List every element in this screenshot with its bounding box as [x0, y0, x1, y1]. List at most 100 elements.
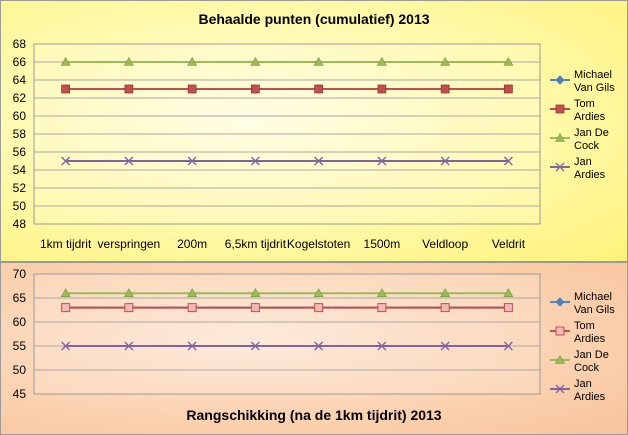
data-point	[440, 156, 450, 166]
data-point	[440, 288, 451, 297]
y-tick-label: 54	[13, 163, 27, 177]
legend-marker	[555, 326, 565, 336]
y-tick-label: 60	[13, 315, 27, 329]
y-tick-label: 70	[13, 267, 27, 281]
data-point	[440, 84, 450, 94]
data-point	[314, 341, 324, 351]
legend-item: Jan De Cock	[550, 349, 609, 374]
data-point	[503, 56, 514, 66]
data-point	[61, 341, 71, 351]
data-point	[376, 288, 387, 297]
data-point	[187, 303, 197, 313]
legend: Michael Van Gils Tom Ardies Jan De Cock Jan Ard…	[550, 291, 615, 403]
series-jan-de-cock	[60, 56, 514, 66]
data-point	[250, 156, 260, 166]
y-axis-ticks: 45 50 55 60 65 70	[13, 267, 27, 401]
y-tick-label: 65	[13, 291, 27, 305]
legend-label: Tom Ardies	[574, 320, 606, 345]
chart-title: Rangschikking (na de 1km tijdrit) 2013	[186, 407, 441, 423]
legend-label: Jan De Cock	[574, 127, 609, 152]
y-tick-label: 62	[13, 91, 27, 105]
legend-label: Michael Van Gils	[574, 69, 615, 94]
y-tick-label: 52	[13, 181, 27, 195]
legend-marker	[555, 162, 565, 172]
x-tick-label: Veldloop	[422, 237, 468, 251]
series-jan-de-cock	[60, 288, 514, 297]
series-tom-ardies	[61, 303, 513, 313]
data-point	[251, 84, 260, 94]
data-point	[123, 56, 134, 66]
data-point	[124, 156, 134, 166]
chart-ranking: 45 50 55 60 65 70 Rangschikking (na de 1km ti…	[13, 267, 616, 423]
series-jan-ardies	[61, 156, 513, 166]
data-point	[313, 288, 324, 297]
y-tick-label: 58	[13, 127, 27, 141]
data-point	[187, 84, 197, 94]
legend-item: Michael Van Gils	[550, 69, 615, 94]
data-point	[503, 288, 514, 297]
y-tick-label: 55	[13, 339, 27, 353]
y-tick-label: 60	[13, 109, 27, 123]
data-point	[503, 156, 513, 166]
data-point	[60, 56, 71, 66]
data-point	[376, 56, 387, 66]
chart-cumulative-points: 48 50 52 54 56 58 60 62 64 66 68 1km tijdrit verspr…	[13, 11, 616, 251]
x-tick-label: Kogelstoten	[287, 237, 350, 251]
data-point	[377, 156, 387, 166]
series-jan-ardies	[61, 341, 513, 351]
data-point	[187, 156, 197, 166]
legend-item: Jan Ardies	[550, 156, 606, 181]
y-tick-label: 48	[13, 217, 27, 231]
data-point	[250, 56, 261, 66]
y-tick-label: 50	[13, 199, 27, 213]
data-point	[61, 84, 70, 94]
y-tick-label: 64	[13, 73, 27, 87]
data-point	[314, 156, 324, 166]
y-tick-label: 50	[13, 363, 27, 377]
data-point	[440, 303, 450, 313]
data-point	[250, 288, 261, 297]
legend-marker	[554, 354, 566, 364]
legend-marker	[555, 75, 565, 85]
chart-panel-bottom	[0, 262, 628, 435]
data-point	[504, 84, 513, 94]
data-point	[124, 341, 134, 351]
data-point	[187, 56, 198, 66]
x-tick-label: 200m	[177, 237, 207, 251]
data-point	[503, 303, 513, 313]
y-axis-ticks: 48 50 52 54 56 58 60 62 64 66 68	[13, 37, 27, 231]
y-tick-label: 56	[13, 145, 27, 159]
series-group	[60, 56, 514, 166]
legend-item: Tom Ardies	[550, 98, 606, 123]
data-point	[123, 288, 134, 297]
data-point	[503, 341, 513, 351]
legend-marker	[555, 384, 565, 394]
data-point	[250, 303, 260, 313]
data-point	[314, 303, 324, 313]
data-point	[314, 84, 323, 94]
legend-item: Michael Van Gils	[550, 291, 615, 316]
data-point	[61, 156, 71, 166]
x-tick-label: 6,5km tijdrit	[225, 237, 287, 251]
y-tick-label: 66	[13, 55, 27, 69]
x-tick-label: 1km tijdrit	[40, 237, 92, 251]
data-point	[440, 341, 450, 351]
legend-label: Jan De Cock	[574, 349, 609, 374]
legend-item: Jan Ardies	[550, 378, 606, 403]
legend-label: Jan Ardies	[574, 156, 606, 181]
x-tick-label: 1500m	[364, 237, 401, 251]
chart-title: Behaalde punten (cumulatief) 2013	[198, 11, 429, 27]
data-point	[377, 341, 387, 351]
data-point	[187, 288, 198, 297]
legend-label: Michael Van Gils	[574, 291, 615, 316]
y-tick-label: 68	[13, 37, 27, 51]
legend-item: Jan De Cock	[550, 127, 609, 152]
legend-marker	[554, 132, 566, 142]
data-point	[377, 84, 387, 94]
legend-label: Jan Ardies	[574, 378, 606, 403]
data-point	[60, 288, 71, 297]
data-point	[124, 303, 134, 313]
series-group	[60, 288, 514, 351]
data-point	[187, 341, 197, 351]
